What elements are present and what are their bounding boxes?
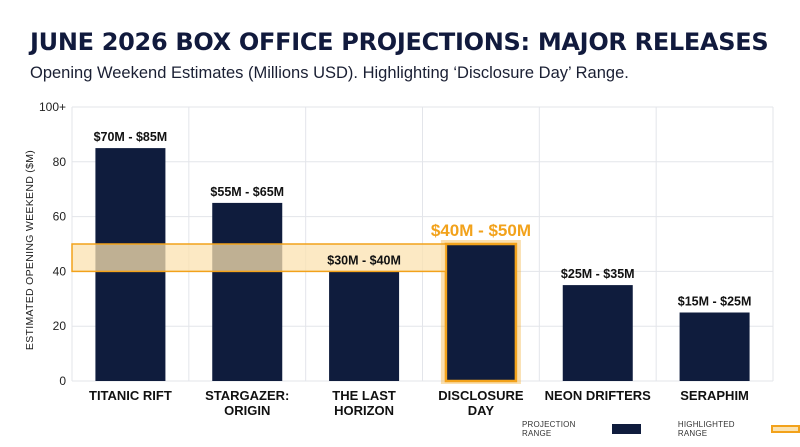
data-label: $30M - $40M <box>327 253 401 267</box>
legend: PROJECTION RANGE HIGHLIGHTED RANGE <box>522 420 800 438</box>
highlighted-range-band <box>71 243 447 273</box>
bar <box>562 285 633 381</box>
data-label: $15M - $25M <box>678 295 752 309</box>
data-label-highlighted: $40M - $50M <box>431 221 531 240</box>
x-category-label: SERAPHIM <box>680 388 749 403</box>
x-category-label: TITANIC RIFT <box>89 388 172 403</box>
bar <box>212 202 283 381</box>
x-category-label: DAY <box>468 403 495 418</box>
bar-disclosure-day <box>444 242 518 383</box>
bar <box>679 312 750 381</box>
legend-projection-label: PROJECTION RANGE <box>522 420 576 438</box>
legend-projection-swatch <box>611 424 641 434</box>
x-category-label: DISCLOSURE <box>438 388 524 403</box>
x-category-label: HORIZON <box>334 403 394 418</box>
chart-subtitle: Opening Weekend Estimates (Millions USD)… <box>30 64 629 82</box>
data-label: $70M - $85M <box>94 130 168 144</box>
y-tick-label: 20 <box>53 319 67 333</box>
x-category-label: NEON DRIFTERS <box>545 388 652 403</box>
data-label: $25M - $35M <box>561 267 635 281</box>
x-category-label: ORIGIN <box>224 403 270 418</box>
y-tick-label: 80 <box>53 155 67 169</box>
y-axis-title: ESTIMATED OPENING WEEKEND ($M) <box>24 150 36 350</box>
x-category-label: STARGAZER: <box>205 388 289 403</box>
x-category-label: THE LAST <box>332 388 396 403</box>
bar <box>329 271 400 381</box>
y-tick-label: 40 <box>53 264 67 278</box>
legend-highlighted-label: HIGHLIGHTED RANGE <box>677 420 735 438</box>
y-tick-label: 100+ <box>39 100 66 114</box>
legend-highlighted-swatch <box>771 425 800 433</box>
y-tick-label: 60 <box>53 210 67 224</box>
data-label: $55M - $65M <box>210 185 284 199</box>
y-tick-label: 0 <box>59 374 66 388</box>
chart-title: JUNE 2026 BOX OFFICE PROJECTIONS: MAJOR … <box>30 28 769 56</box>
